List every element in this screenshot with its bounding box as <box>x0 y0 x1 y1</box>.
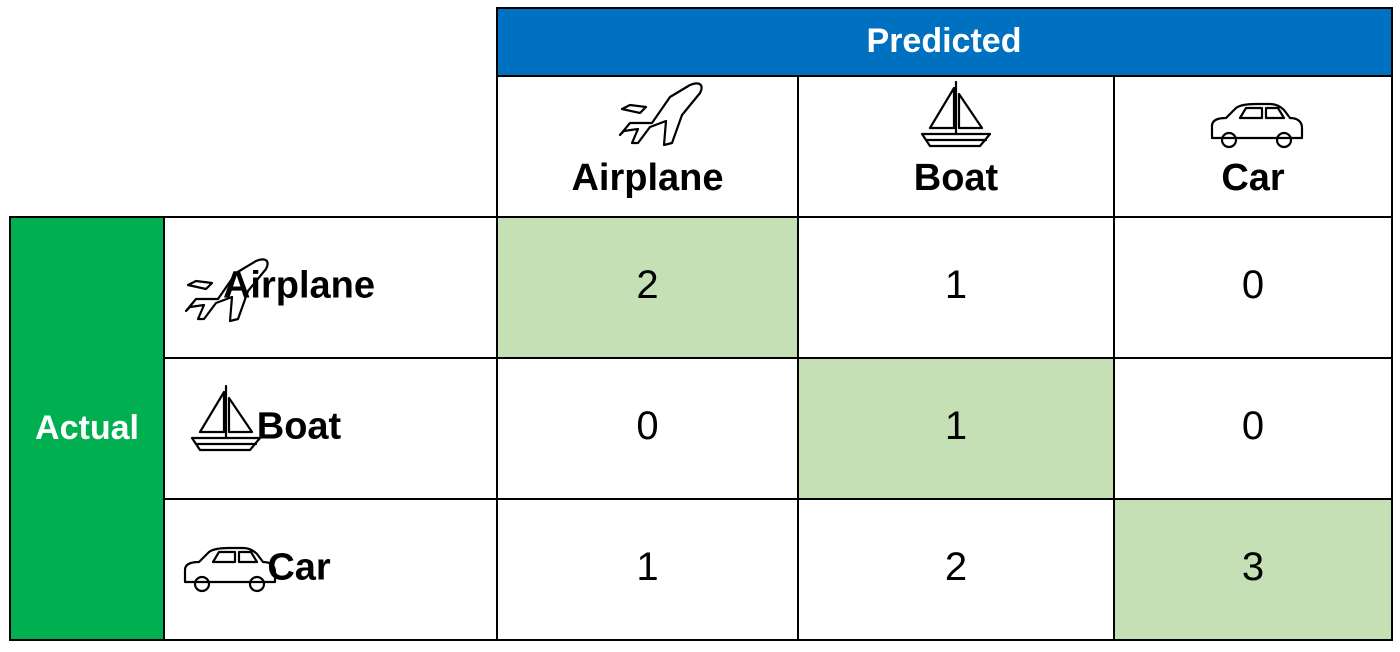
row-label: Boat <box>257 406 342 448</box>
column-label: Airplane <box>571 157 723 199</box>
boat-icon <box>920 80 992 148</box>
correct-cell <box>497 217 798 358</box>
correct-cell <box>798 358 1114 499</box>
actual-title: Actual <box>35 409 139 447</box>
car-icon <box>183 546 277 593</box>
cells <box>497 217 1392 640</box>
cell-value: 2 <box>945 545 967 589</box>
actual-header <box>10 217 164 640</box>
cell-value: 0 <box>1242 404 1264 448</box>
correct-cell <box>1114 499 1392 640</box>
cell-value: 1 <box>636 545 658 589</box>
cell-value: 3 <box>1242 545 1264 589</box>
grid <box>9 7 1393 641</box>
cell-value: 2 <box>636 263 658 307</box>
cell-value: 1 <box>945 263 967 307</box>
car-icon <box>1210 102 1304 149</box>
cell-value: 1 <box>945 404 967 448</box>
column-label: Boat <box>914 157 999 199</box>
airplane-icon <box>618 82 703 147</box>
row-label: Car <box>267 547 331 589</box>
cell-value: 0 <box>1242 263 1264 307</box>
predicted-header <box>497 8 1392 76</box>
row-label: Airplane <box>223 265 375 307</box>
boat-icon <box>190 384 262 452</box>
cell-value: 0 <box>636 404 658 448</box>
predicted-title: Predicted <box>867 22 1022 60</box>
column-label: Car <box>1221 157 1285 199</box>
